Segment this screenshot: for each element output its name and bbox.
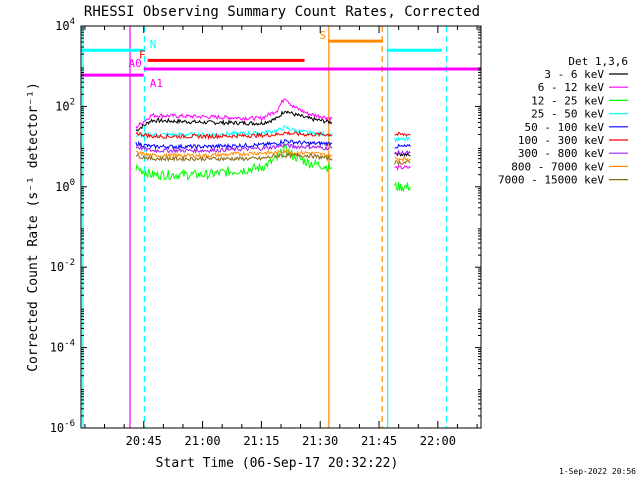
x-tick-label: 21:30 xyxy=(302,434,338,448)
series-line xyxy=(135,152,333,163)
series-lines xyxy=(135,98,411,193)
series-line xyxy=(394,164,411,171)
x-tick-label: 22:00 xyxy=(420,434,456,448)
legend-title: Det 1,3,6 xyxy=(568,55,628,68)
legend-entry-label: 800 - 7000 keV xyxy=(511,160,604,173)
legend-entry-label: 12 - 25 keV xyxy=(531,94,604,107)
series-line xyxy=(394,181,411,193)
legend-entry-label: 50 - 100 keV xyxy=(525,121,605,134)
series-line xyxy=(394,131,411,137)
state-bar-label: F xyxy=(139,48,146,61)
x-axis-label: Start Time (06-Sep-17 20:32:22) xyxy=(156,456,399,471)
legend-entry-label: 25 - 50 keV xyxy=(531,108,604,121)
state-bar-label: A0 xyxy=(128,57,141,70)
x-axis-ticks: 20:45 21:00 21:15 21:30 21:45 22:00 xyxy=(84,26,478,448)
x-tick-label: 21:15 xyxy=(243,434,279,448)
generated-timestamp: 1-Sep-2022 20:56 xyxy=(559,467,636,476)
y-tick-label: 10-6 xyxy=(50,419,75,435)
series-line xyxy=(135,110,333,132)
legend-entry-label: 6 - 12 keV xyxy=(538,81,605,94)
series-line xyxy=(135,142,333,155)
state-bar-label: N xyxy=(150,38,157,51)
series-line xyxy=(135,138,333,150)
x-tick-label: 20:45 xyxy=(126,434,162,448)
y-tick-label: 10-4 xyxy=(50,339,75,355)
state-bar-label: A1 xyxy=(150,77,163,90)
y-tick-label: 104 xyxy=(55,17,75,33)
series-line xyxy=(135,142,333,181)
legend-entry-label: 3 - 6 keV xyxy=(544,68,604,81)
legend-entry-label: 7000 - 15000 keV xyxy=(498,174,604,187)
series-line xyxy=(135,148,333,160)
legend-entry-label: 300 - 800 keV xyxy=(518,147,604,160)
y-axis-label: Corrected Count Rate (s⁻¹ detector⁻¹) xyxy=(26,82,41,372)
series-line xyxy=(394,143,411,149)
legend-entry-label: 100 - 300 keV xyxy=(518,134,604,147)
state-bar-label: S xyxy=(319,29,326,42)
y-tick-label: 10-2 xyxy=(50,258,75,274)
x-tick-label: 21:45 xyxy=(361,434,397,448)
series-line xyxy=(135,130,333,141)
y-tick-label: 102 xyxy=(55,97,75,113)
series-line xyxy=(394,149,411,156)
y-axis-ticks: 104 102 100 10-2 10-4 10-6 xyxy=(50,17,481,435)
plot-frame xyxy=(80,25,482,429)
y-tick-label: 100 xyxy=(55,178,75,194)
series-line xyxy=(394,150,411,157)
series-line xyxy=(394,156,411,162)
chart-title: RHESSI Observing Summary Count Rates, Co… xyxy=(84,4,480,20)
series-line xyxy=(394,159,411,167)
x-tick-label: 21:00 xyxy=(185,434,221,448)
vertical-markers xyxy=(82,26,448,428)
series-line xyxy=(135,98,333,129)
series-line xyxy=(135,125,333,139)
series-line xyxy=(394,136,411,143)
